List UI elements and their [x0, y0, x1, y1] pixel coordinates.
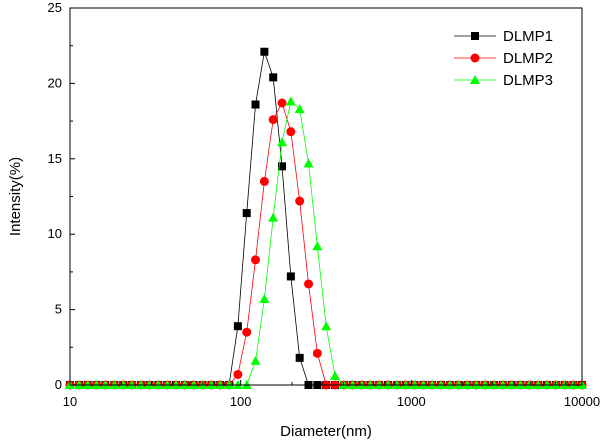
data-point-dlmp2 [233, 369, 243, 379]
x-axis-title: Diameter(nm) [280, 423, 372, 440]
series-dlmp1 [66, 47, 586, 389]
data-point-dlmp2 [268, 115, 278, 125]
data-point-dlmp3 [259, 294, 270, 304]
legend-label: DLMP1 [503, 28, 553, 45]
data-point-dlmp1 [278, 162, 287, 171]
legend-item-dlmp3: DLMP3 [454, 72, 553, 89]
legend-item-dlmp2: DLMP2 [454, 50, 553, 67]
data-point-dlmp2 [259, 176, 269, 186]
data-point-dlmp1 [260, 47, 269, 56]
data-point-dlmp1 [269, 73, 278, 82]
x-tick-label: 10 [63, 394, 77, 409]
data-point-dlmp2 [242, 327, 252, 337]
data-point-dlmp3 [294, 104, 305, 114]
series-line-dlmp3 [70, 100, 582, 386]
y-tick-label: 15 [48, 151, 62, 166]
data-point-dlmp2 [286, 127, 296, 137]
legend-label: DLMP2 [503, 50, 553, 67]
data-point-dlmp3 [250, 355, 261, 365]
legend-marker [470, 75, 480, 84]
x-tick-label: 100 [230, 394, 252, 409]
x-tick-label: 10000 [564, 394, 600, 409]
legend-marker [470, 53, 480, 63]
data-point-dlmp1 [295, 353, 304, 362]
data-point-dlmp3 [277, 137, 288, 147]
y-axis-title: Intensity(%) [7, 157, 24, 236]
series-dlmp3 [65, 96, 587, 389]
data-point-dlmp2 [312, 348, 322, 358]
y-tick-label: 20 [48, 75, 62, 90]
data-point-dlmp3 [303, 158, 314, 168]
data-point-dlmp3 [312, 241, 323, 251]
legend: DLMP1 DLMP2 DLMP3 [454, 28, 553, 89]
x-tick-label: 1000 [397, 394, 426, 409]
legend-marker [471, 32, 479, 40]
y-tick-label: 25 [48, 0, 62, 15]
y-tick-label: 5 [55, 302, 62, 317]
data-point-dlmp3 [268, 212, 279, 222]
data-point-dlmp1 [286, 272, 295, 281]
series-line-dlmp1 [70, 51, 582, 386]
data-point-dlmp3 [330, 370, 341, 380]
data-point-dlmp3 [321, 321, 332, 331]
axes-layer: 0 5 10 15 20 25 10 100 1000 10000 [48, 0, 601, 409]
series-dlmp2 [65, 98, 587, 390]
data-point-dlmp2 [295, 196, 305, 206]
series-layer [65, 47, 587, 390]
legend-item-dlmp1: DLMP1 [454, 28, 553, 45]
data-point-dlmp1 [251, 100, 260, 109]
y-tick-label: 10 [48, 226, 62, 241]
data-point-dlmp2 [251, 255, 261, 265]
data-point-dlmp2 [304, 279, 314, 289]
data-point-dlmp1 [233, 322, 242, 331]
legend-label: DLMP3 [503, 72, 553, 89]
y-tick-label: 0 [55, 377, 62, 392]
data-point-dlmp2 [277, 98, 287, 108]
data-point-dlmp3 [285, 96, 296, 106]
series-line-dlmp2 [70, 101, 582, 386]
data-point-dlmp1 [242, 209, 251, 218]
